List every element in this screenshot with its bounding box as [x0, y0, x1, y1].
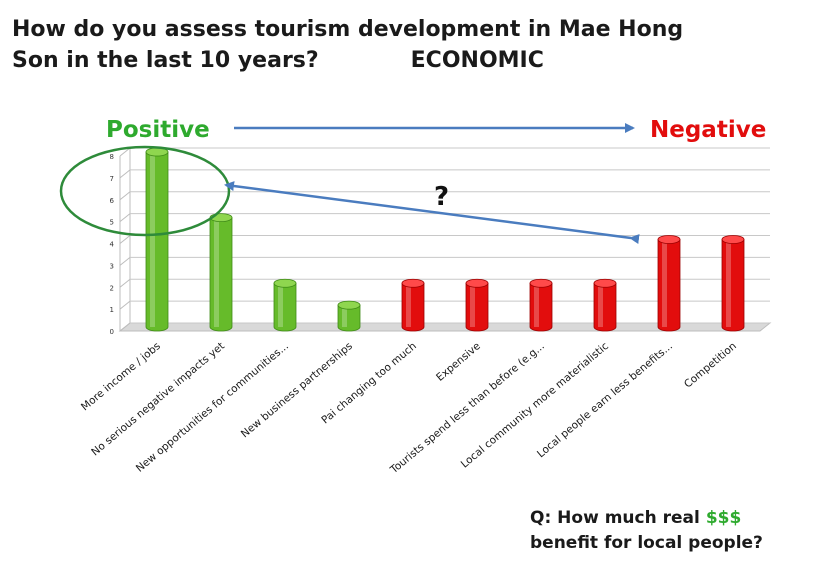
bar-highlight — [406, 283, 411, 327]
bar-body — [209, 217, 233, 332]
bar-highlight — [342, 305, 347, 327]
y-tick-label: 3 — [110, 262, 114, 270]
bar-top — [593, 278, 617, 288]
gridline-depth — [119, 300, 131, 310]
bar-top — [337, 300, 361, 310]
gridline-depth — [119, 256, 131, 266]
bar-body — [593, 282, 617, 332]
bar-highlight — [214, 217, 219, 327]
y-tick-label: 2 — [110, 284, 114, 292]
x-tick-label: Competition — [682, 340, 739, 391]
bar-body — [465, 282, 489, 332]
bar-highlight — [534, 283, 539, 327]
bar-highlight — [598, 283, 603, 327]
gridline-depth — [119, 278, 131, 288]
bar-highlight — [726, 239, 731, 327]
category-tag: ECONOMIC — [410, 48, 544, 73]
chart-title: How do you assess tourism development in… — [12, 14, 812, 76]
bar-body — [657, 239, 681, 332]
question-line-2: benefit for local people? — [530, 533, 763, 553]
bar-body — [273, 282, 297, 332]
comparison-arrow — [224, 181, 640, 244]
bar-negative — [593, 278, 617, 332]
bar-top — [465, 278, 489, 288]
bar-top — [273, 278, 297, 288]
bar-negative — [721, 235, 745, 332]
negative-label: Negative — [650, 117, 766, 143]
chart-bars — [145, 147, 745, 332]
bar-negative — [529, 278, 553, 332]
bar-highlight — [470, 283, 475, 327]
y-axis-ticks: 0 1 2 3 4 5 6 7 8 — [110, 153, 115, 336]
title-line-2: Son in the last 10 years? ECONOMIC — [12, 45, 812, 76]
gridline-depth — [119, 191, 131, 201]
bar-negative — [401, 278, 425, 332]
gridline-depth — [119, 169, 131, 179]
bar-body — [721, 239, 745, 332]
x-tick-label: Local people earn less benefits... — [535, 340, 675, 460]
bar-top — [401, 278, 425, 288]
bar-body — [337, 304, 361, 332]
y-tick-label: 7 — [110, 175, 114, 183]
bar-top — [721, 235, 745, 244]
bar-positive — [145, 147, 169, 332]
question-text: Q: How much real — [530, 508, 700, 528]
y-tick-label: 4 — [110, 241, 115, 249]
y-tick-label: 8 — [110, 153, 114, 161]
x-tick-label: New business partnerships — [239, 340, 355, 440]
title-line-2-text: Son in the last 10 years? — [12, 48, 319, 73]
gridline-depth — [119, 322, 131, 332]
bar-positive — [209, 213, 233, 332]
gridline-depth — [119, 147, 131, 157]
bar-highlight — [278, 283, 283, 327]
y-tick-label: 5 — [110, 219, 114, 227]
money-symbol: $$$ — [705, 508, 742, 528]
bar-body — [529, 282, 553, 332]
gridline-depth — [119, 213, 131, 223]
bar-positive — [273, 278, 297, 332]
highlight-circle — [59, 145, 231, 237]
title-line-1: How do you assess tourism development in… — [12, 17, 684, 42]
question-mark: ? — [434, 182, 449, 212]
y-tick-label: 1 — [110, 306, 114, 314]
bar-positive — [337, 300, 361, 332]
y-tick-label: 0 — [110, 328, 114, 336]
bar-highlight — [150, 152, 155, 327]
bar-top — [657, 235, 681, 244]
question-note: Q: How much real $$$ benefit for local pe… — [530, 506, 815, 556]
bar-highlight — [662, 239, 667, 327]
bar-body — [401, 282, 425, 332]
bar-negative — [657, 235, 681, 332]
positive-label: Positive — [106, 117, 210, 143]
gridline-depth — [119, 235, 131, 244]
x-tick-label: Expensive — [434, 340, 483, 384]
bar-negative — [465, 278, 489, 332]
question-line-1: Q: How much real $$$ — [530, 506, 815, 531]
y-tick-label: 6 — [110, 197, 115, 205]
bar-top — [529, 278, 553, 288]
bar-body — [145, 151, 169, 332]
x-tick-label: No serious negative impacts yet — [89, 340, 227, 458]
